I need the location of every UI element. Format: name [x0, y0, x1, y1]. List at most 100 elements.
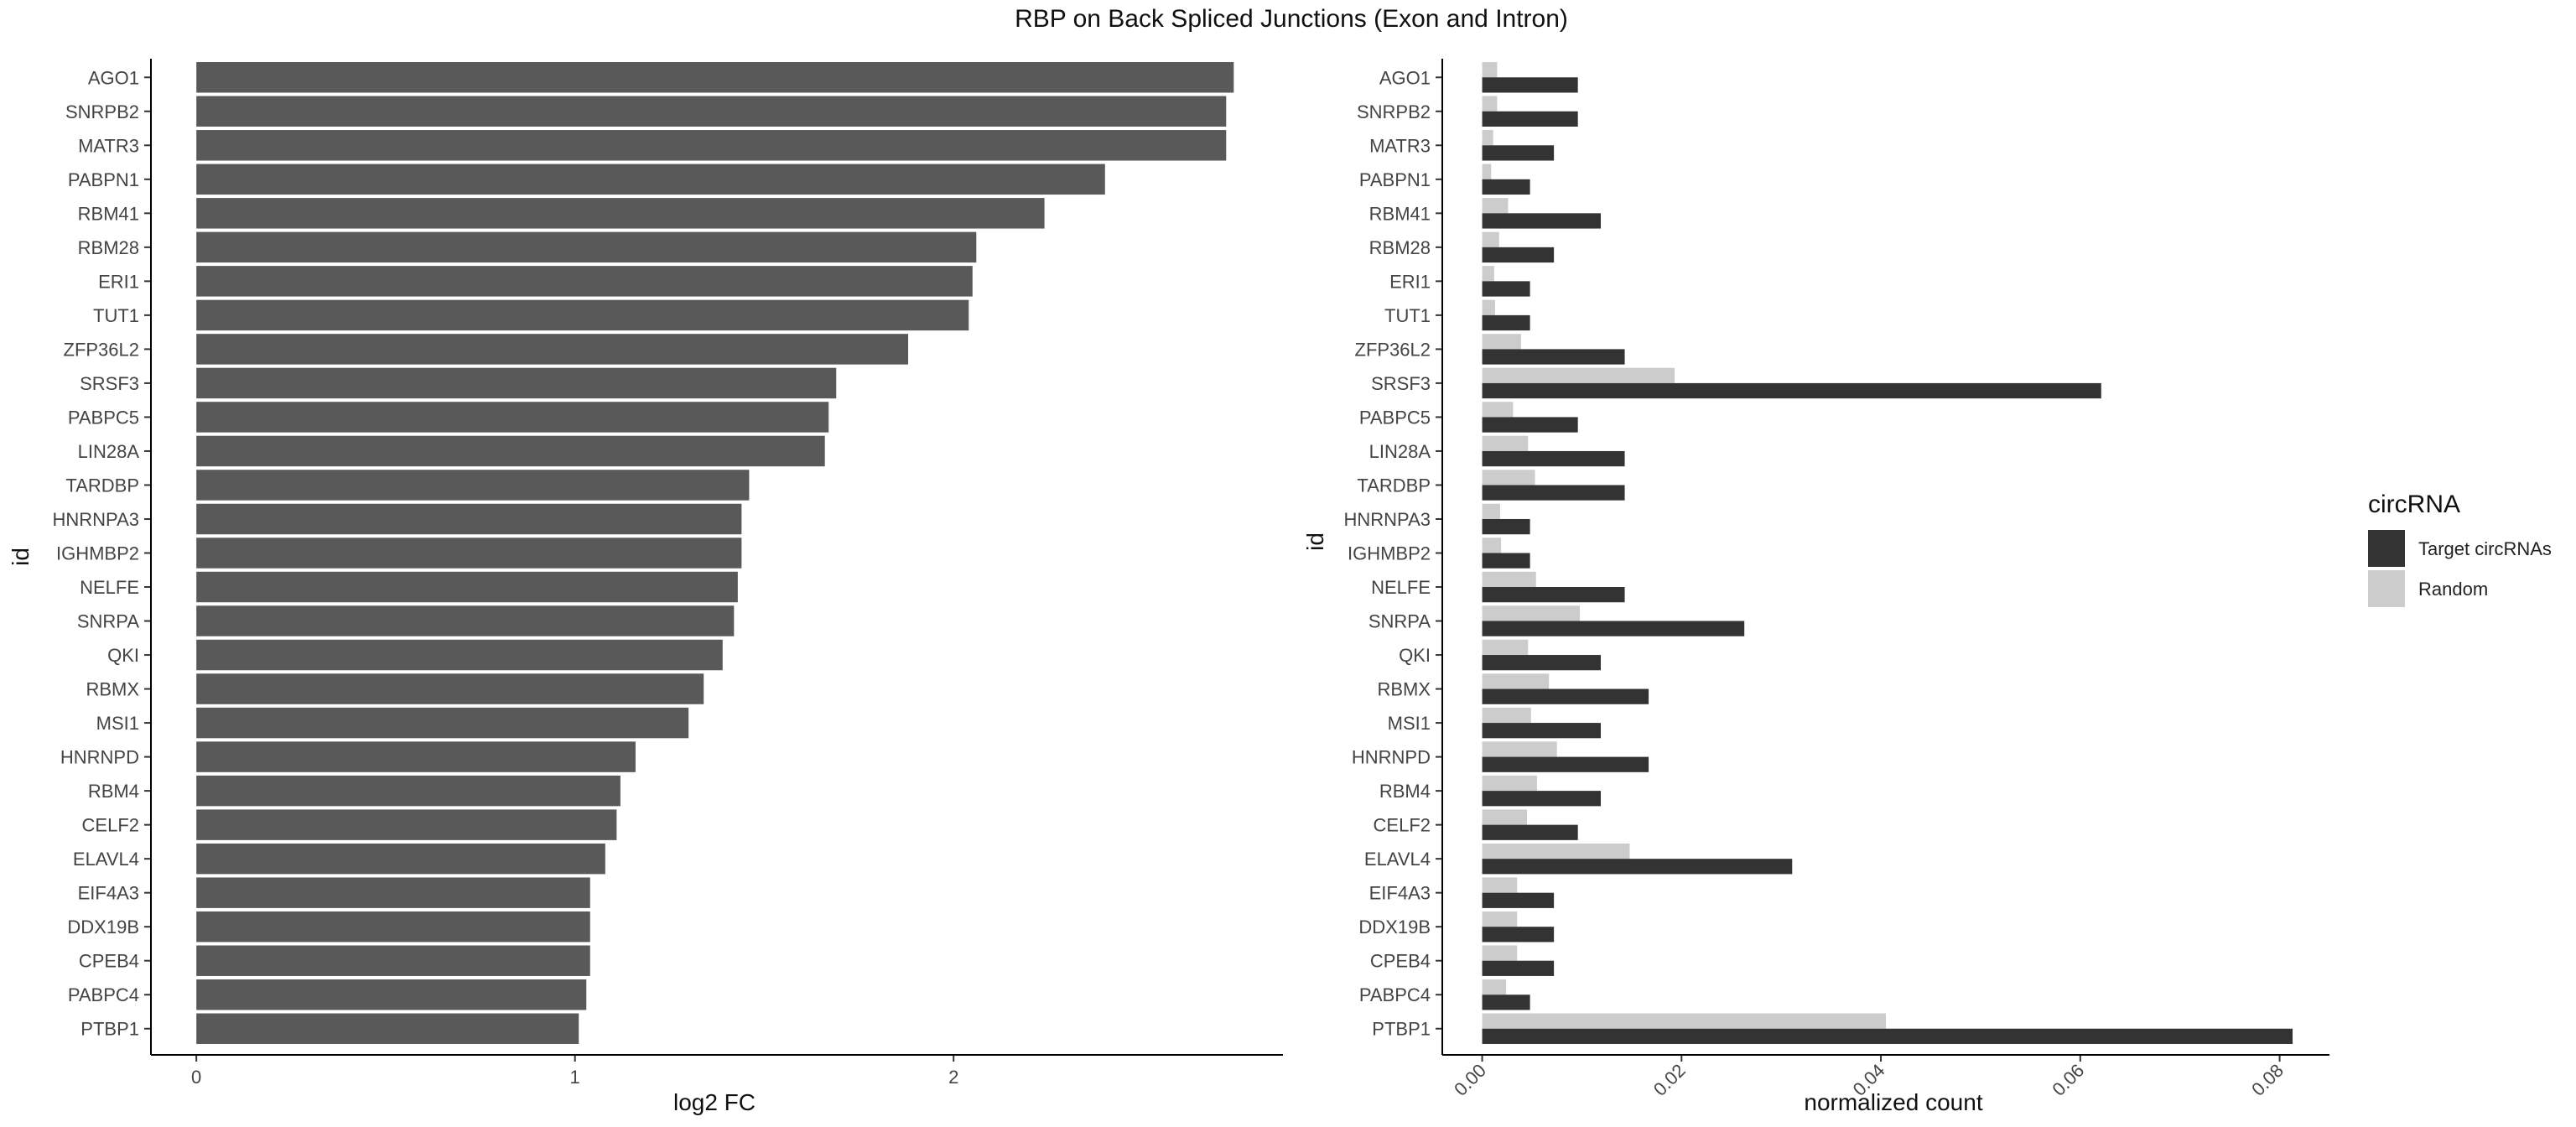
bar-celf2 — [196, 809, 617, 840]
bar-random-elavl4 — [1482, 843, 1630, 860]
left-bar-chart: AGO1SNRPB2MATR3PABPN1RBM41RBM28ERI1TUT1Z… — [8, 59, 1283, 1115]
y-tick-label: HNRNPD — [1352, 747, 1431, 768]
bar-target-ptbp1 — [1482, 1028, 2293, 1044]
bar-rbm41 — [196, 198, 1045, 229]
bar-target-snrpb2 — [1482, 111, 1578, 127]
y-tick-label: RBM4 — [88, 781, 139, 802]
y-tick-label: HNRNPA3 — [1343, 509, 1431, 530]
y-tick-label: SRSF3 — [80, 373, 139, 394]
y-tick-label: MSI1 — [96, 713, 139, 734]
y-tick-label: AGO1 — [88, 67, 139, 88]
bar-target-ddx19b — [1482, 927, 1555, 943]
bar-random-snrpa — [1482, 605, 1581, 621]
bar-eri1 — [196, 266, 973, 297]
legend-label-random: Random — [2418, 579, 2488, 600]
y-tick-label: PTBP1 — [1372, 1019, 1431, 1040]
y-tick-label: CPEB4 — [1370, 951, 1431, 972]
bar-random-ptbp1 — [1482, 1013, 1886, 1029]
y-tick-label: MATR3 — [78, 135, 139, 156]
bar-random-celf2 — [1482, 809, 1528, 825]
y-tick-label: SNRPA — [1368, 611, 1431, 632]
bar-target-tut1 — [1482, 314, 1530, 331]
bar-random-cpeb4 — [1482, 945, 1518, 961]
y-tick-label: SNRPA — [77, 611, 139, 632]
bar-eif4a3 — [196, 877, 590, 908]
y-tick-label: DDX19B — [67, 917, 139, 937]
bar-random-eri1 — [1482, 266, 1494, 282]
bar-target-ago1 — [1482, 77, 1578, 93]
legend-swatch-random — [2368, 570, 2405, 607]
bar-matr3 — [196, 130, 1227, 161]
y-tick-label: QKI — [107, 645, 139, 666]
y-tick-label: PABPN1 — [68, 169, 139, 190]
bar-elavl4 — [196, 843, 605, 875]
bar-target-ighmbp2 — [1482, 553, 1530, 569]
bar-nelfe — [196, 571, 738, 603]
bar-target-lin28a — [1482, 450, 1625, 467]
y-tick-label: RBM28 — [78, 237, 139, 258]
bar-target-srsf3 — [1482, 382, 2101, 399]
y-tick-label: ERI1 — [98, 271, 139, 292]
x-tick-label: 2 — [948, 1067, 958, 1088]
y-tick-label: PABPC4 — [68, 984, 139, 1005]
legend: circRNA Target circRNAs Random — [2368, 491, 2552, 607]
bar-pabpc5 — [196, 402, 829, 433]
bar-msi1 — [196, 707, 689, 739]
bar-random-srsf3 — [1482, 367, 1675, 383]
bar-target-rbmx — [1482, 688, 1649, 704]
bar-snrpb2 — [196, 96, 1227, 127]
bar-random-rbmx — [1482, 673, 1550, 689]
y-tick-label: ELAVL4 — [73, 849, 139, 870]
y-tick-label: NELFE — [80, 577, 139, 598]
right-grouped-bar-chart: AGO1 SNRPB2 MATR3 PABPN1 RBM41 RBM28 ERI1 TUT1 Z… — [1302, 59, 2329, 1115]
bar-target-msi1 — [1482, 723, 1602, 739]
bar-target-hnrnpd — [1482, 756, 1649, 772]
y-tick-label: SNRPB2 — [65, 101, 139, 122]
y-tick-label: CELF2 — [1374, 815, 1431, 836]
y-tick-label: PABPC5 — [1359, 407, 1431, 428]
left-x-axis-label: log2 FC — [673, 1089, 756, 1115]
y-tick-label: LIN28A — [1369, 441, 1431, 462]
x-tick-label: 1 — [570, 1067, 580, 1088]
y-tick-label: ERI1 — [1389, 271, 1431, 292]
right-y-axis-label: id — [1302, 532, 1328, 551]
bar-target-eri1 — [1482, 281, 1530, 297]
y-tick-label: PABPC5 — [68, 407, 139, 428]
y-tick-label: PABPC4 — [1359, 984, 1431, 1005]
bar-cpeb4 — [196, 945, 590, 976]
bar-random-snrpb2 — [1482, 96, 1498, 112]
y-tick-label: HNRNPA3 — [52, 509, 139, 530]
bar-snrpa — [196, 605, 735, 636]
chart-title: RBP on Back Spliced Junctions (Exon and … — [1015, 5, 1568, 33]
y-tick-label: RBM28 — [1369, 237, 1431, 258]
left-y-axis-label: id — [8, 548, 34, 566]
bar-random-qki — [1482, 639, 1529, 656]
y-tick-label: TUT1 — [93, 305, 139, 326]
bar-tut1 — [196, 299, 969, 331]
bar-target-rbm41 — [1482, 213, 1602, 229]
bar-rbmx — [196, 673, 704, 704]
y-tick-label: CPEB4 — [79, 951, 139, 972]
bar-random-rbm28 — [1482, 231, 1499, 247]
bar-random-hnrnpa3 — [1482, 503, 1500, 519]
y-tick-label: IGHMBP2 — [56, 543, 139, 564]
y-tick-label: SRSF3 — [1371, 373, 1431, 394]
y-tick-label: PTBP1 — [80, 1019, 139, 1040]
bar-random-matr3 — [1482, 130, 1493, 146]
y-tick-label: MSI1 — [1388, 713, 1431, 734]
bar-target-rbm4 — [1482, 791, 1602, 807]
bar-target-zfp36l2 — [1482, 349, 1625, 365]
left-y-tick-labels: AGO1 SNRPB2 MATR3 PABPN1 RBM41 RBM28 ERI1 TUT1 Z… — [52, 67, 151, 1040]
bar-target-rbm28 — [1482, 247, 1555, 263]
bar-srsf3 — [196, 367, 837, 399]
bar-target-pabpc5 — [1482, 417, 1578, 433]
y-tick-label: RBMX — [1377, 679, 1431, 700]
y-tick-label: EIF4A3 — [1369, 883, 1431, 904]
y-tick-label: NELFE — [1371, 577, 1431, 598]
bar-target-hnrnpa3 — [1482, 518, 1530, 535]
y-tick-label: TUT1 — [1384, 305, 1431, 326]
bar-ago1 — [196, 62, 1234, 93]
bar-target-qki — [1482, 655, 1602, 671]
bar-rbm4 — [196, 775, 621, 807]
bar-target-nelfe — [1482, 587, 1625, 603]
